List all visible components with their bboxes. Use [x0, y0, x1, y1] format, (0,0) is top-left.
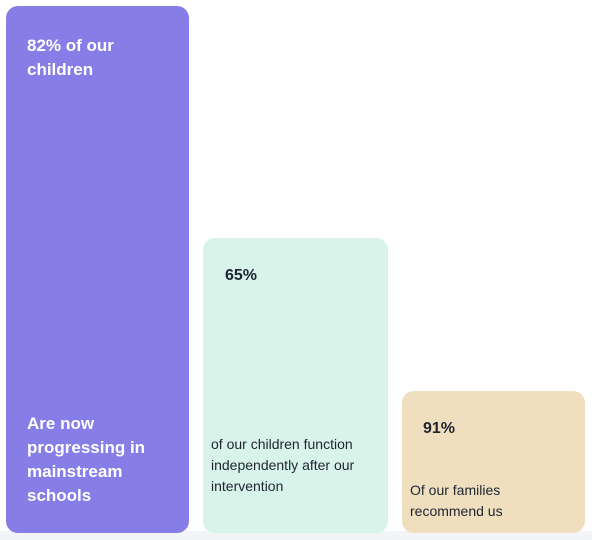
- bottom-strip: [0, 531, 592, 540]
- stat-value: 65%: [225, 267, 258, 284]
- stat-value: 82% of our children: [27, 36, 114, 79]
- stat-caption: Are now progressing in mainstream school…: [27, 414, 146, 505]
- stat-caption: Of our families recommend us: [410, 482, 503, 519]
- stat-value: 91%: [423, 420, 456, 437]
- stat-caption: of our children function independently a…: [211, 436, 355, 494]
- stat-card-family-recommendation: 91% Of our families recommend us: [402, 391, 585, 533]
- stat-card-mainstream-schools: 82% of our children Are now progressing …: [6, 6, 189, 533]
- stat-card-independent-function: 65% of our children function independent…: [203, 238, 388, 533]
